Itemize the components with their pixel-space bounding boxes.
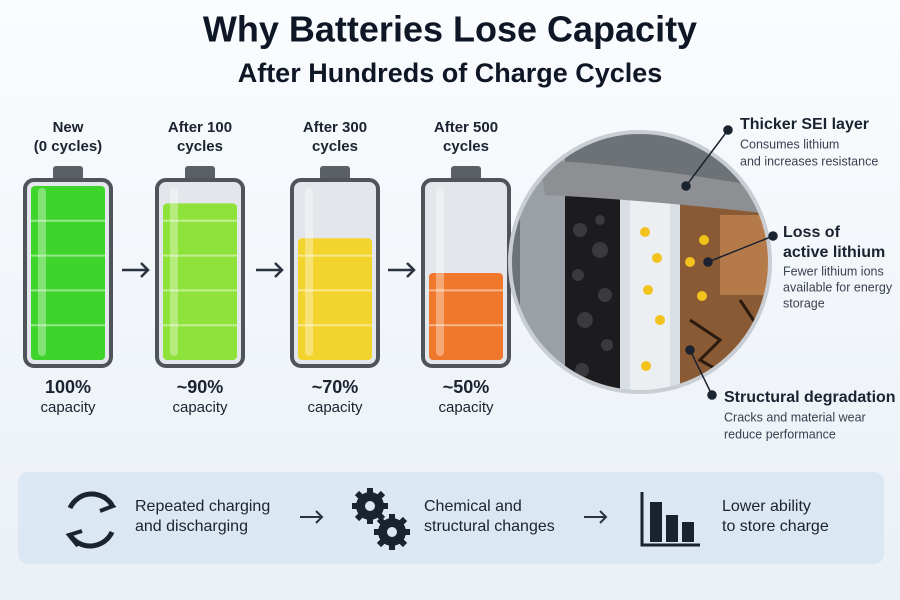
battery-label: cycles (312, 138, 358, 155)
battery-label: cycles (443, 138, 489, 155)
battery-cap (320, 166, 350, 180)
battery-label: New (53, 119, 84, 136)
callout-title: Structural degradation (724, 389, 896, 406)
battery-shine (170, 188, 178, 356)
callout-text: reduce performance (724, 427, 836, 441)
battery-fill (31, 186, 105, 360)
battery-fill (298, 238, 372, 360)
battery-fill (429, 273, 503, 360)
battery-value: ~50% (443, 377, 490, 397)
battery-value: ~90% (177, 377, 224, 397)
battery-caption: capacity (438, 399, 494, 416)
callout-text: Fewer lithium ions (783, 264, 884, 278)
process-text: Chemical and (424, 498, 522, 515)
battery-value: ~70% (312, 377, 359, 397)
process-text: Repeated charging (135, 498, 270, 515)
cross-section (510, 132, 770, 392)
callout-title: Thicker SEI layer (740, 116, 869, 133)
callout-title: active lithium (783, 244, 885, 261)
battery-cap (451, 166, 481, 180)
callout-text: Consumes lithium (740, 137, 839, 151)
callout-title: Loss of (783, 224, 841, 241)
process-text: Lower ability (722, 498, 811, 515)
title: Why Batteries Lose Capacity (203, 9, 697, 50)
process-text: structural changes (424, 518, 555, 535)
subtitle: After Hundreds of Charge Cycles (238, 58, 663, 88)
battery-shine (436, 188, 444, 356)
battery-caption: capacity (40, 399, 96, 416)
bar-chart-icon (640, 492, 700, 547)
battery-label: After 300 (303, 119, 367, 136)
callout-text: Cracks and material wear (724, 410, 866, 424)
battery-shine (305, 188, 313, 356)
battery-label: After 100 (168, 119, 232, 136)
battery-shine (38, 188, 46, 356)
battery-caption: capacity (307, 399, 363, 416)
process-arrows (300, 510, 608, 524)
callout-text: and increases resistance (740, 154, 878, 168)
battery-cap (53, 166, 83, 180)
gears-icon (352, 488, 410, 550)
battery-label: (0 cycles) (34, 138, 102, 155)
process-text: and discharging (135, 518, 248, 535)
battery-label: cycles (177, 138, 223, 155)
battery-value: 100% (45, 377, 91, 397)
battery-label: After 500 (434, 119, 498, 136)
battery-fill (163, 203, 237, 360)
callout-leaders (681, 125, 778, 400)
cross-section-frame (508, 130, 772, 394)
battery-caption: capacity (172, 399, 228, 416)
batteries: New (0 cycles) 100% capacity After 100 cycles… (23, 119, 511, 416)
transition-arrows (122, 262, 416, 278)
cycle-icon (65, 491, 117, 549)
callout-text: available for energy (783, 280, 893, 294)
callout-text: storage (783, 296, 825, 310)
process-text: to store charge (722, 518, 829, 535)
battery-cap (185, 166, 215, 180)
